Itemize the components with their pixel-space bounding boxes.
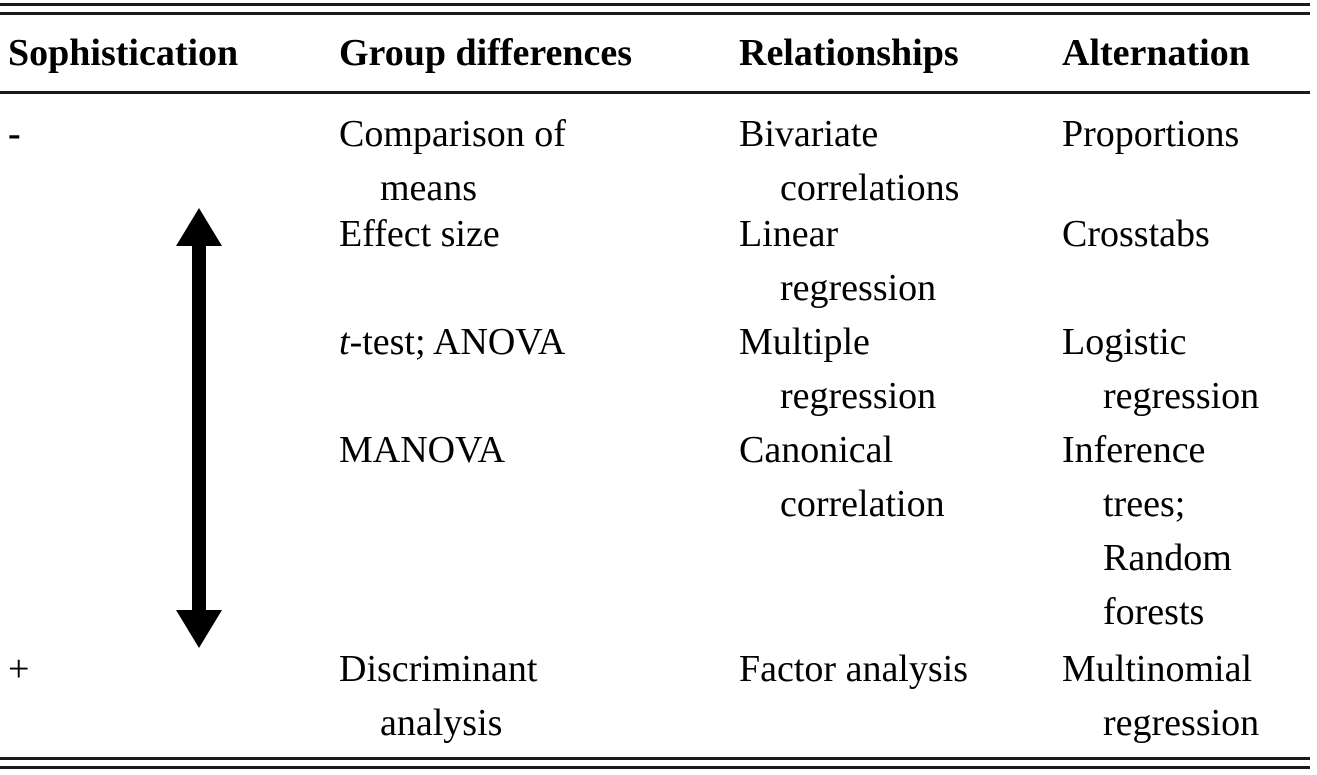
row-4-alternation: Inference trees; Random forests	[1062, 429, 1232, 633]
top-rule-outer	[0, 3, 1310, 6]
row-1-relationships: Bivariate correlations	[739, 113, 960, 209]
row-3-group-differences: t-test; ANOVA	[339, 321, 566, 363]
row-2-alternation: Crosstabs	[1062, 213, 1210, 255]
row-5-alternation: Multinomial regression	[1062, 648, 1260, 744]
row-1-alternation: Proportions	[1062, 113, 1240, 155]
header-group-differences: Group differences	[339, 32, 633, 74]
row-2-group-differences: Effect size	[339, 213, 500, 255]
row-2-relationships: Linear regression	[739, 213, 937, 309]
header-rule	[0, 91, 1310, 94]
row-5-group-differences: Discriminant analysis	[339, 648, 538, 744]
row-4-relationships: Canonical correlation	[739, 429, 945, 525]
bottom-rule-outer	[0, 766, 1310, 769]
header-alternation: Alternation	[1062, 32, 1250, 74]
t-italic: t	[339, 321, 350, 363]
scale-high-marker: +	[8, 648, 30, 690]
row-3-relationships: Multiple regression	[739, 321, 937, 417]
top-rule-inner	[0, 12, 1310, 15]
row-5-relationships: Factor analysis	[739, 648, 969, 690]
row-4-group-differences: MANOVA	[339, 429, 506, 471]
row-3-alternation: Logistic regression	[1062, 321, 1260, 417]
row-1-group-differences: Comparison of means	[339, 113, 566, 209]
header-relationships: Relationships	[739, 32, 959, 74]
scale-low-marker: -	[8, 113, 21, 155]
bottom-rule-inner	[0, 757, 1310, 760]
double-headed-vertical-arrow-icon	[176, 208, 222, 648]
header-sophistication: Sophistication	[8, 32, 239, 74]
